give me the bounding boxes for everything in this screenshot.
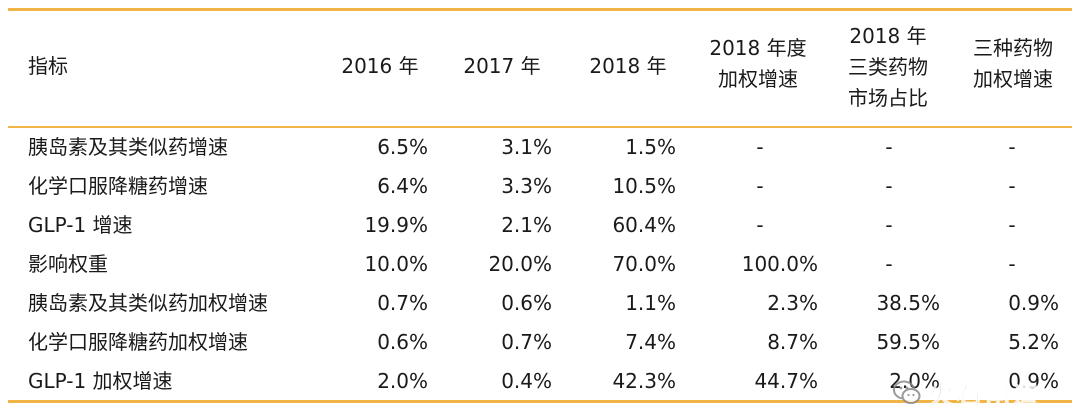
table-cell: 19.9% [364,213,428,237]
header-2017-label: 2017 年 [463,54,541,78]
table-cell: - [885,213,893,237]
header-2017: 2017 年 [452,51,552,82]
watermark-text: 火石创造 [927,380,1040,411]
header-2018: 2018 年 [578,51,678,82]
header-2018-label: 2018 年 [589,54,667,78]
header-2018-market-share-line2: 三类药物 [848,54,928,79]
row-label: GLP-1 加权增速 [28,369,173,393]
table-cell: - [1008,174,1016,198]
table-cell: 3.1% [501,135,552,159]
table-cell: 20.0% [488,252,552,276]
table-cell: 0.6% [377,330,428,354]
header-2018-weighted-growth-line1: 2018 年度 [709,36,807,60]
table-cell: 60.4% [612,213,676,237]
table-cell: 44.7% [754,369,818,393]
row-label: 化学口服降糖药增速 [28,174,208,198]
table-cell: 5.2% [1008,330,1059,354]
row-label: 化学口服降糖药加权增速 [28,330,248,354]
table-cell: 10.5% [612,174,676,198]
row-label: 影响权重 [28,252,108,276]
header-2016: 2016 年 [330,51,430,82]
table-row: 化学口服降糖药加权增速 0.6% 0.7% 7.4% 8.7% 59.5% 5.2% [0,323,1080,362]
table-cell: 10.0% [364,252,428,276]
row-label: 胰岛素及其类似药加权增速 [28,291,268,315]
table-cell: 2.1% [501,213,552,237]
table-header-rule [8,126,1072,128]
table-cell: 1.5% [625,135,676,159]
table-row: 胰岛素及其类似药增速 6.5% 3.1% 1.5% - - - [0,128,1080,167]
header-2018-market-share-line1: 2018 年 [849,23,927,48]
table-bottom-rule [8,400,1072,403]
table-cell: 1.1% [625,291,676,315]
table-row: 影响权重 10.0% 20.0% 70.0% 100.0% - - [0,245,1080,284]
header-three-drugs-line2: 加权增速 [973,67,1053,91]
table-cell: 2.3% [767,291,818,315]
header-2018-market-share-line3: 市场占比 [848,85,928,110]
table-cell: 0.4% [501,369,552,393]
row-label: 胰岛素及其类似药增速 [28,135,228,159]
header-three-drugs-weighted-growth: 三种药物 加权增速 [955,32,1071,96]
table-row: 化学口服降糖药增速 6.4% 3.3% 10.5% - - - [0,167,1080,206]
header-indicator-label: 指标 [28,54,68,78]
header-three-drugs-line1: 三种药物 [973,36,1053,60]
table-row: GLP-1 增速 19.9% 2.1% 60.4% - - - [0,206,1080,245]
table-row: 胰岛素及其类似药加权增速 0.7% 0.6% 1.1% 2.3% 38.5% 0.9% [0,284,1080,323]
table-top-rule [8,8,1072,11]
header-2016-label: 2016 年 [341,54,419,78]
table-cell: 3.3% [501,174,552,198]
table-cell: 0.7% [377,291,428,315]
table-cell: - [756,213,764,237]
table-cell: - [885,135,893,159]
watermark: 火石创造 [892,376,1040,411]
table-cell: - [885,252,893,276]
table-cell: - [756,174,764,198]
table-cell: 0.7% [501,330,552,354]
table-cell: - [1008,213,1016,237]
table-cell: - [1008,135,1016,159]
header-2018-market-share: 2018 年 三类药物 市场占比 [830,12,946,122]
row-label: GLP-1 增速 [28,213,133,237]
table-cell: 6.4% [377,174,428,198]
table-cell: 0.9% [1008,369,1059,393]
wechat-icon [892,380,921,404]
table-cell: 0.6% [501,291,552,315]
table-cell: 38.5% [876,291,940,315]
header-2018-weighted-growth: 2018 年度 加权增速 [698,32,818,96]
table-cell: 6.5% [377,135,428,159]
table-cell: 42.3% [612,369,676,393]
table-cell: 8.7% [767,330,818,354]
header-2018-weighted-growth-line2: 加权增速 [718,67,798,91]
table-cell: 2.0% [377,369,428,393]
table-cell: 0.9% [1008,291,1059,315]
table-row: GLP-1 加权增速 2.0% 0.4% 42.3% 44.7% 2.0% 0.9% [0,362,1080,401]
table-cell: - [885,174,893,198]
table-body: 胰岛素及其类似药增速 6.5% 3.1% 1.5% - - - 化学口服降糖药增速 6.4% 3.… [0,128,1080,401]
table-cell: 100.0% [741,252,818,276]
table-cell: 70.0% [612,252,676,276]
header-indicator: 指标 [28,51,228,82]
table-cell: - [756,135,764,159]
table-cell: - [1008,252,1016,276]
table-cell: 59.5% [876,330,940,354]
table-cell: 7.4% [625,330,676,354]
